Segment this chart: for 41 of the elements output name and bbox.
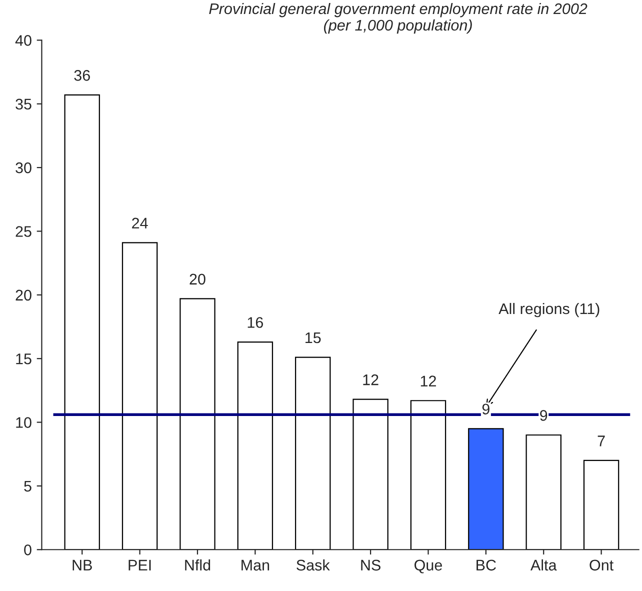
x-tick-label: PEI — [128, 560, 151, 570]
bar — [295, 356, 331, 550]
data-label: 24 — [132, 218, 148, 228]
data-label: 20 — [190, 274, 206, 285]
y-tick-label: 15 — [16, 354, 32, 364]
data-label: 36 — [74, 70, 90, 81]
y-tick-label: 40 — [15, 35, 32, 46]
y-tick-label: 25 — [16, 226, 32, 237]
bar — [122, 242, 158, 550]
bar — [468, 428, 504, 550]
x-tick-label: BC — [476, 560, 496, 571]
bar — [64, 94, 100, 550]
bar — [583, 460, 620, 550]
y-tick-label: 0 — [24, 544, 32, 556]
x-tick-label: Nfld — [185, 559, 210, 571]
data-label: 16 — [248, 317, 263, 328]
chart-title: Provincial general government employment rate in 2002 (per 1,000 population) — [209, 2, 588, 34]
bar — [180, 298, 216, 550]
data-label: 12 — [420, 376, 436, 386]
x-tick-label: NB — [72, 560, 92, 570]
bar — [526, 434, 562, 550]
data-label: 7 — [598, 436, 605, 446]
x-tick-label: Ont — [590, 560, 614, 571]
x-tick-label: Sask — [296, 559, 330, 571]
data-label: 9 — [482, 404, 490, 415]
x-tick-label: NS — [361, 560, 380, 571]
bar — [410, 400, 446, 550]
data-label: 9 — [540, 410, 548, 421]
y-tick-label: 30 — [16, 162, 32, 174]
data-label: 12 — [363, 374, 378, 386]
y-tick-label: 10 — [16, 417, 32, 428]
bar — [237, 341, 274, 550]
y-tick-label: 5 — [24, 480, 32, 492]
ref-line-label: All regions (11) — [498, 302, 600, 318]
x-tick-label: Man — [242, 560, 270, 571]
bar — [352, 398, 388, 550]
data-label: 15 — [306, 332, 321, 344]
y-tick-label: 20 — [16, 290, 32, 301]
y-tick-label: 35 — [16, 98, 32, 110]
x-tick-label: Que — [414, 560, 442, 574]
x-tick-label: Alta — [530, 559, 557, 571]
